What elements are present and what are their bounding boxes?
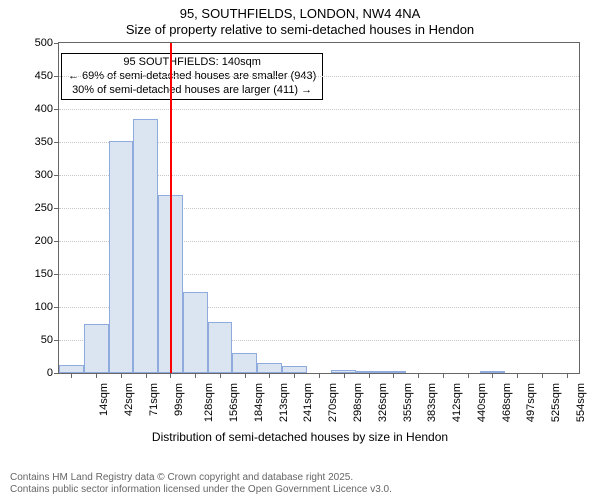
gridline xyxy=(59,109,579,110)
annotation-line-1: 95 SOUTHFIELDS: 140sqm xyxy=(68,56,316,70)
x-tick-mark xyxy=(170,373,171,378)
x-tick-mark xyxy=(195,373,196,378)
y-tick-label: 300 xyxy=(35,169,53,181)
x-tick-label: 383sqm xyxy=(426,383,438,422)
histogram-bar xyxy=(208,322,233,373)
histogram-bar xyxy=(84,324,109,374)
histogram-bar xyxy=(133,119,158,373)
histogram-bar xyxy=(183,292,208,373)
x-tick-label: 241sqm xyxy=(303,383,315,422)
x-tick-mark xyxy=(121,373,122,378)
y-tick-label: 50 xyxy=(41,334,53,346)
y-tick-label: 350 xyxy=(35,136,53,148)
y-tick-label: 400 xyxy=(35,103,53,115)
x-tick-label: 128sqm xyxy=(204,383,216,422)
x-tick-mark xyxy=(294,373,295,378)
histogram-bar xyxy=(109,141,134,373)
x-tick-label: 497sqm xyxy=(525,383,537,422)
y-tick-label: 100 xyxy=(35,301,53,313)
x-tick-mark xyxy=(443,373,444,378)
annotation-line-3: 30% of semi-detached houses are larger (… xyxy=(68,84,316,98)
histogram-bar xyxy=(282,366,307,373)
x-tick-mark xyxy=(492,373,493,378)
y-tick-mark xyxy=(54,43,59,44)
x-tick-mark xyxy=(319,373,320,378)
x-tick-mark xyxy=(220,373,221,378)
x-tick-label: 355sqm xyxy=(402,383,414,422)
x-tick-label: 270sqm xyxy=(327,383,339,422)
y-tick-mark xyxy=(54,241,59,242)
x-tick-label: 213sqm xyxy=(278,383,290,422)
footer-line-1: Contains HM Land Registry data © Crown c… xyxy=(10,472,392,484)
y-tick-mark xyxy=(54,274,59,275)
property-marker-line xyxy=(170,43,172,373)
x-tick-label: 14sqm xyxy=(98,383,110,416)
x-tick-mark xyxy=(468,373,469,378)
y-tick-label: 450 xyxy=(35,70,53,82)
x-tick-label: 412sqm xyxy=(451,383,463,422)
histogram-bar xyxy=(232,353,257,373)
x-tick-label: 99sqm xyxy=(173,383,185,416)
x-tick-mark xyxy=(269,373,270,378)
x-axis-label: Distribution of semi-detached houses by … xyxy=(0,430,600,444)
x-tick-mark xyxy=(418,373,419,378)
x-tick-mark xyxy=(393,373,394,378)
gridline xyxy=(59,76,579,77)
chart-container: Number of semi-detached properties 95 SO… xyxy=(0,38,600,448)
x-tick-mark xyxy=(71,373,72,378)
x-tick-mark xyxy=(146,373,147,378)
x-tick-label: 42sqm xyxy=(123,383,135,416)
x-tick-label: 184sqm xyxy=(253,383,265,422)
x-tick-mark xyxy=(344,373,345,378)
x-tick-label: 156sqm xyxy=(228,383,240,422)
y-tick-mark xyxy=(54,175,59,176)
x-tick-label: 525sqm xyxy=(550,383,562,422)
x-tick-label: 440sqm xyxy=(476,383,488,422)
y-tick-mark xyxy=(54,373,59,374)
plot-area: 95 SOUTHFIELDS: 140sqm ← 69% of semi-det… xyxy=(58,42,580,374)
x-tick-mark xyxy=(517,373,518,378)
title-line-1: 95, SOUTHFIELDS, LONDON, NW4 4NA xyxy=(0,6,600,22)
chart-title: 95, SOUTHFIELDS, LONDON, NW4 4NA Size of… xyxy=(0,0,600,39)
x-tick-mark xyxy=(542,373,543,378)
x-tick-label: 554sqm xyxy=(575,383,587,422)
y-tick-mark xyxy=(54,142,59,143)
y-tick-label: 0 xyxy=(47,367,53,379)
histogram-bar xyxy=(59,365,84,373)
y-tick-mark xyxy=(54,109,59,110)
x-tick-label: 71sqm xyxy=(148,383,160,416)
y-tick-label: 200 xyxy=(35,235,53,247)
y-tick-mark xyxy=(54,208,59,209)
x-tick-mark xyxy=(369,373,370,378)
y-tick-label: 500 xyxy=(35,37,53,49)
footer-attribution: Contains HM Land Registry data © Crown c… xyxy=(10,472,392,496)
histogram-bar xyxy=(257,363,282,373)
y-tick-label: 250 xyxy=(35,202,53,214)
title-line-2: Size of property relative to semi-detach… xyxy=(0,22,600,38)
y-tick-mark xyxy=(54,340,59,341)
x-tick-mark xyxy=(567,373,568,378)
x-tick-mark xyxy=(245,373,246,378)
x-tick-label: 326sqm xyxy=(377,383,389,422)
x-tick-mark xyxy=(96,373,97,378)
x-tick-label: 468sqm xyxy=(501,383,513,422)
y-tick-mark xyxy=(54,307,59,308)
footer-line-2: Contains public sector information licen… xyxy=(10,484,392,496)
y-tick-label: 150 xyxy=(35,268,53,280)
y-tick-mark xyxy=(54,76,59,77)
x-tick-label: 298sqm xyxy=(352,383,364,422)
